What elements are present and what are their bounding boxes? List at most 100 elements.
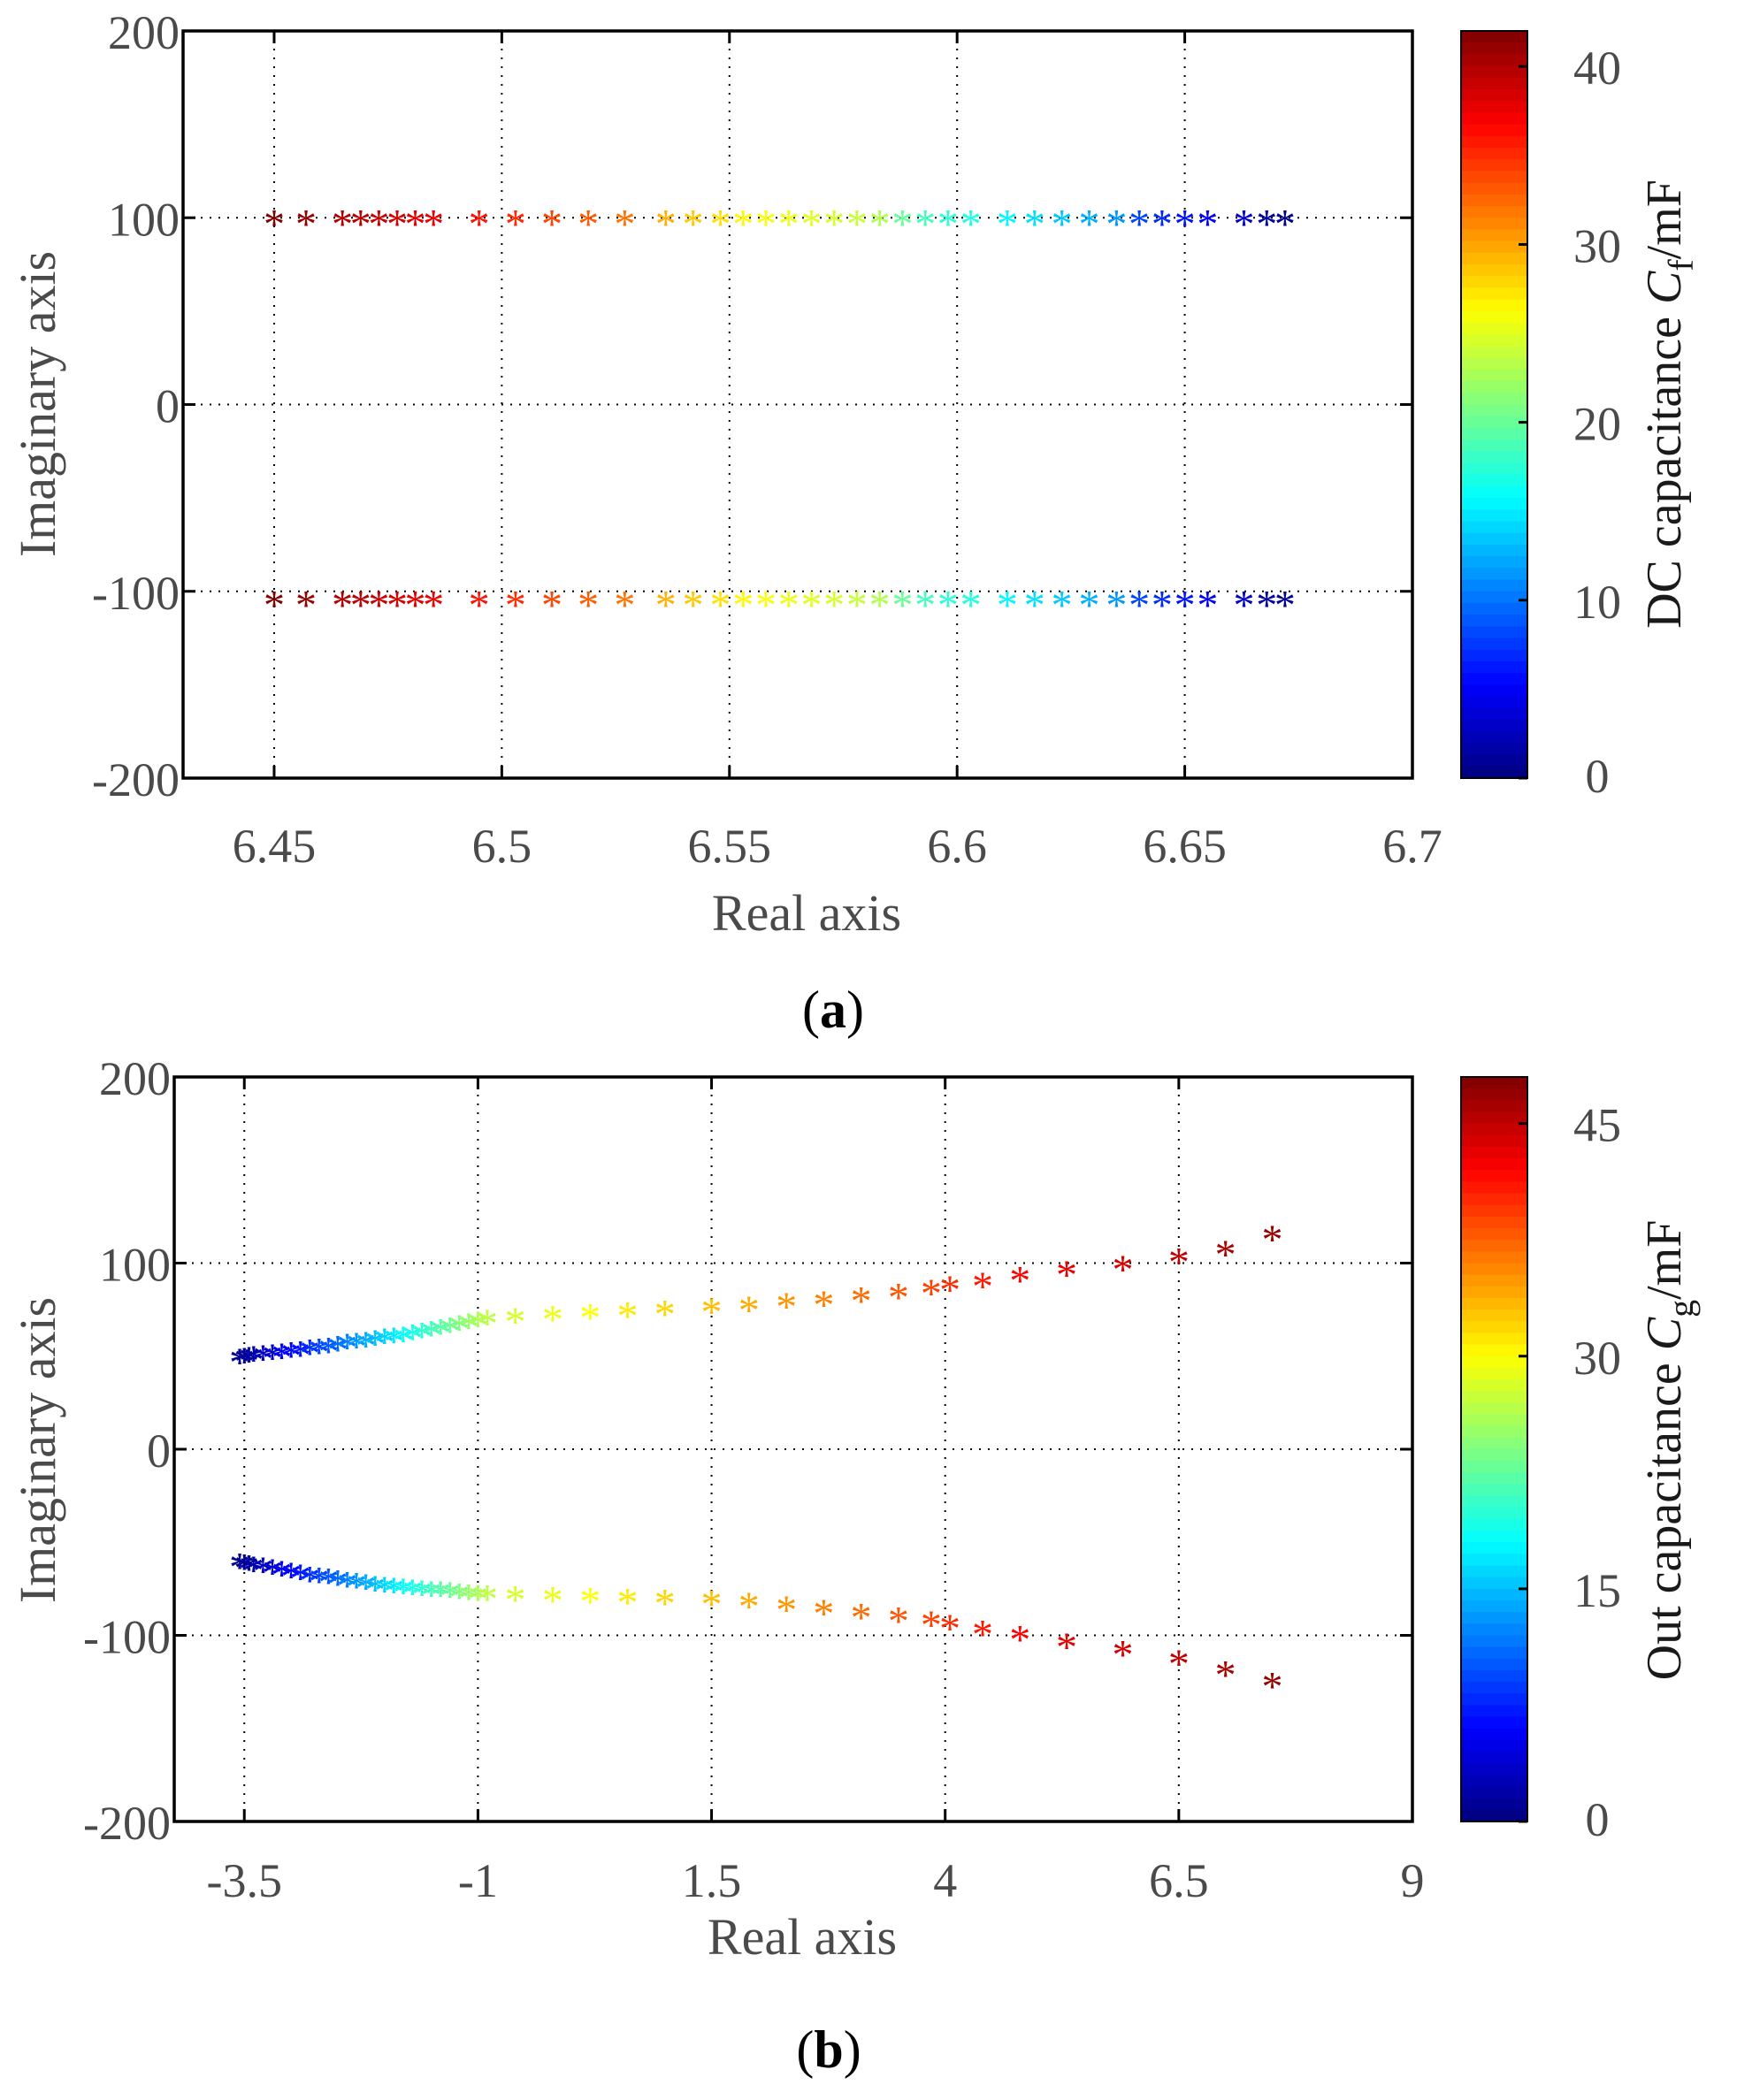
colorbar-label-suffix: /mF xyxy=(1637,179,1692,259)
data-point: * xyxy=(458,1575,479,1622)
colorbar-segment xyxy=(1461,1461,1527,1474)
data-point: * xyxy=(421,1572,442,1619)
data-point: * xyxy=(505,1577,526,1623)
colorbar-tick-label: 20 xyxy=(1573,398,1621,451)
data-point: * xyxy=(383,1318,404,1365)
data-point: * xyxy=(430,1572,451,1619)
data-point: * xyxy=(1215,1653,1236,1699)
colorbar-segment xyxy=(1461,1669,1527,1683)
data-point: * xyxy=(383,1569,404,1615)
colorbar-segment xyxy=(1461,684,1527,698)
data-point: * xyxy=(402,1316,423,1363)
data-point: * xyxy=(1024,202,1045,248)
colorbar-segment xyxy=(1461,1542,1527,1555)
data-point: * xyxy=(299,1557,320,1604)
data-point: * xyxy=(264,202,285,248)
data-point: * xyxy=(327,1562,348,1608)
colorbar-segment xyxy=(1461,427,1527,440)
y-tick-label: 0 xyxy=(156,380,180,433)
colorbar-segment xyxy=(1461,556,1527,569)
data-point: * xyxy=(368,583,389,630)
colorbar-segment xyxy=(1461,1321,1527,1334)
colorbar-segment xyxy=(1461,591,1527,604)
data-point: * xyxy=(778,202,800,248)
data-point: * xyxy=(541,583,562,630)
data-point: * xyxy=(1256,202,1277,248)
colorbar-segment xyxy=(1461,218,1527,231)
data-point: * xyxy=(393,1569,414,1616)
data-point: * xyxy=(937,583,959,630)
data-point: * xyxy=(541,202,562,248)
colorbar-segment xyxy=(1461,1693,1527,1707)
colorbar-segment xyxy=(1461,509,1527,523)
data-point: * xyxy=(405,202,426,248)
subfigure-letter: a xyxy=(820,981,846,1039)
data-point: * xyxy=(654,1291,676,1338)
colorbar-segment xyxy=(1461,1286,1527,1299)
colorbar-segment xyxy=(1461,1414,1527,1427)
subfigure-paren: ) xyxy=(846,981,864,1039)
colorbar-segment xyxy=(1461,544,1527,557)
y-tick-label: -100 xyxy=(83,1611,171,1664)
data-point: * xyxy=(542,1297,563,1344)
colorbar-segment xyxy=(1461,1391,1527,1404)
data-point: * xyxy=(411,1314,432,1361)
colorbar-segment xyxy=(1461,404,1527,417)
data-point: * xyxy=(1175,583,1196,630)
y-tick-label: -200 xyxy=(83,1797,171,1850)
x-tick-label: 4 xyxy=(933,1854,957,1907)
data-point: * xyxy=(1152,583,1173,630)
data-point: * xyxy=(262,1550,283,1597)
colorbar-segment xyxy=(1461,31,1527,44)
colorbar-segment xyxy=(1461,1739,1527,1753)
colorbar-segment xyxy=(1461,299,1527,312)
data-point: * xyxy=(755,202,777,248)
colorbar-label: Out capacitance Cg/mF xyxy=(1637,1220,1701,1681)
data-point: * xyxy=(309,1558,330,1605)
data-point: * xyxy=(421,1311,442,1358)
data-point: * xyxy=(1106,202,1127,248)
data-point: * xyxy=(616,1580,638,1627)
data-point: * xyxy=(542,1578,563,1625)
colorbar-segment xyxy=(1461,462,1527,476)
data-point: * xyxy=(272,1552,293,1599)
colorbar-segment xyxy=(1461,1111,1527,1125)
data-point: * xyxy=(350,583,371,630)
data-point: * xyxy=(356,1565,377,1612)
colorbar-segment xyxy=(1461,1274,1527,1287)
data-point: * xyxy=(800,202,822,248)
subfigure-label: (a) xyxy=(802,981,864,1039)
data-point: * xyxy=(318,1559,339,1606)
colorbar-tick-label: 0 xyxy=(1586,1793,1610,1846)
colorbar-frame xyxy=(1460,30,1528,779)
data-point: * xyxy=(1152,202,1173,248)
colorbar: 45 30 15 0 Out capacitance Cg/mF xyxy=(1460,1076,1701,1846)
data-point: * xyxy=(1262,1217,1283,1264)
data-point: * xyxy=(405,583,426,630)
colorbar-segment xyxy=(1461,194,1527,207)
colorbar-segment xyxy=(1461,1531,1527,1544)
series-upper: ***************************** * * * * * * * * * * *… xyxy=(229,1217,1283,1386)
data-point: * xyxy=(869,583,891,630)
data-point: * xyxy=(327,1326,348,1373)
data-point: * xyxy=(846,583,868,630)
data-point: * xyxy=(578,583,599,630)
data-point: * xyxy=(356,1323,377,1370)
colorbar-segment xyxy=(1461,1251,1527,1264)
data-point: * xyxy=(448,1306,470,1353)
colorbar-segment xyxy=(1461,1798,1527,1811)
data-point: * xyxy=(888,1274,909,1321)
colorbar-segment xyxy=(1461,1705,1527,1718)
colorbar-segment xyxy=(1461,1495,1527,1508)
colorbar-segment xyxy=(1461,485,1527,499)
data-point: * xyxy=(738,1287,760,1334)
colorbar-segment xyxy=(1461,1310,1527,1323)
data-point: * xyxy=(233,1546,255,1592)
colorbar-segment xyxy=(1461,498,1527,511)
colorbar-segment xyxy=(1461,1809,1527,1822)
data-point: * xyxy=(891,583,913,630)
colorbar-segment xyxy=(1461,148,1527,161)
colorbar-segment xyxy=(1461,1437,1527,1450)
colorbar-segment xyxy=(1461,416,1527,429)
data-point: * xyxy=(309,1329,330,1376)
